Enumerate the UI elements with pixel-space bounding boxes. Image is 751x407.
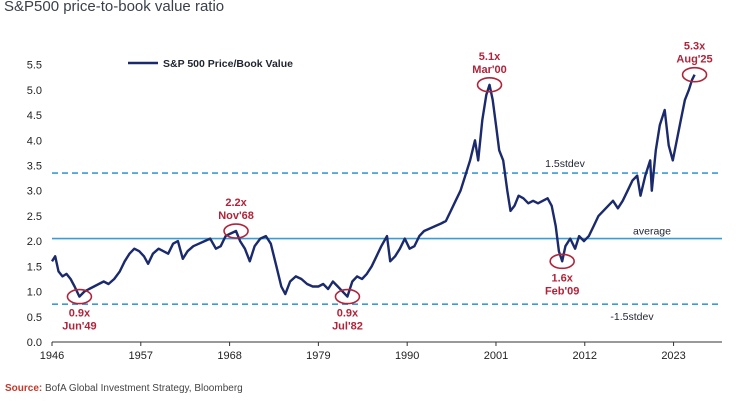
reference-line-label: 1.5stdev (545, 158, 585, 170)
annotation-date: Jun'49 (62, 321, 96, 333)
y-tick-label: 1.0 (27, 287, 42, 299)
annotation-date: Mar'00 (472, 64, 506, 76)
annotation-value: 5.1x (479, 51, 501, 63)
annotation-date: Nov'68 (218, 210, 254, 222)
annotation-value: 2.2x (225, 197, 247, 209)
annotation-date: Jul'82 (332, 321, 363, 333)
x-tick-label: 2001 (484, 350, 508, 362)
series-line (50, 74, 696, 298)
y-tick-label: 5.0 (27, 85, 42, 97)
annotation-value: 0.9x (69, 308, 91, 320)
chart-title: S&P500 price-to-book value ratio (4, 0, 225, 15)
reference-line-label: -1.5stdev (610, 311, 654, 323)
legend: S&P 500 Price/Book Value (128, 58, 293, 70)
y-tick-label: 3.0 (27, 186, 42, 198)
annotation-circle (549, 253, 575, 270)
annotation-value: 0.9x (337, 308, 359, 320)
x-tick-label: 1979 (306, 350, 330, 362)
annotation-date: Feb'09 (545, 285, 579, 297)
y-tick-label: 5.5 (27, 60, 42, 72)
y-tick-label: 0.5 (27, 312, 42, 324)
y-tick-label: 2.5 (27, 211, 42, 223)
annotation-circle (681, 66, 708, 83)
x-tick-label: 1946 (40, 350, 64, 362)
y-tick-label: 0.0 (27, 337, 42, 349)
annotation-date: Aug'25 (676, 54, 712, 66)
x-tick-label: 1957 (129, 350, 153, 362)
axes-group: 0.0 0.5 1.0 1.5 2.0 2.5 3.0 3.5 4.0 4.5 5.0 5.5 1946… (27, 60, 722, 362)
annotations-group: 0.9xJun'492.2xNov'680.9xJul'825.1xMar'00… (62, 41, 712, 333)
x-tick-label: 1968 (217, 350, 241, 362)
y-tick-label: 1.5 (27, 261, 42, 273)
y-tick-label: 2.0 (27, 236, 42, 248)
x-tick-label: 1990 (395, 350, 419, 362)
annotation-value: 5.3x (684, 41, 706, 53)
x-tick-label: 2012 (573, 350, 597, 362)
legend-label: S&P 500 Price/Book Value (163, 58, 293, 70)
y-tick-label: 3.5 (27, 160, 42, 172)
annotation-value: 1.6x (551, 272, 573, 284)
source-note: Source: BofA Global Investment Strategy,… (5, 383, 243, 394)
annotation-circle (476, 76, 503, 93)
annotation-circle (223, 223, 249, 239)
plot-area (50, 74, 696, 298)
annotation-circle (334, 288, 361, 305)
reference-line-label: average (633, 226, 671, 238)
y-tick-label: 4.5 (27, 110, 42, 122)
annotation-circle (66, 288, 93, 305)
source-text: BofA Global Investment Strategy, Bloombe… (42, 383, 243, 394)
x-tick-label: 2023 (661, 350, 685, 362)
chart-svg: 0.0 0.5 1.0 1.5 2.0 2.5 3.0 3.5 4.0 4.5 5.0 5.5 1946… (27, 41, 722, 362)
source-label: Source: (5, 383, 43, 394)
y-tick-label: 4.0 (27, 135, 42, 147)
